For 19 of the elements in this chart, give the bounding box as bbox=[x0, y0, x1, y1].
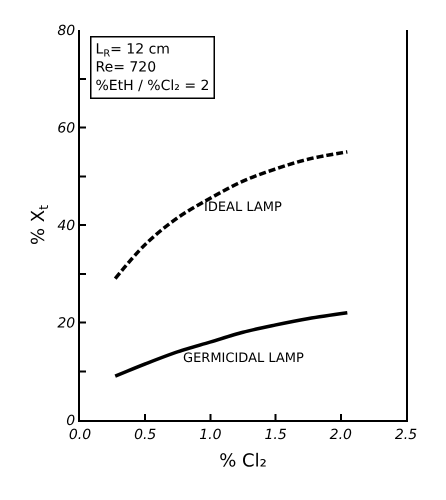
annotation: Re= 720 bbox=[96, 60, 156, 76]
line-series bbox=[113, 150, 350, 280]
x-tick-label: 1.0 bbox=[199, 426, 222, 443]
x-axis-title: % Cl₂ bbox=[219, 450, 267, 472]
annotation: L$_{R}$= 12 cm bbox=[96, 42, 170, 60]
x-tick-label: 2.0 bbox=[330, 426, 352, 443]
line-series bbox=[113, 311, 350, 378]
series-label: GERMICIDAL LAMP bbox=[183, 351, 304, 366]
x-tick-label: 0.0 bbox=[68, 426, 92, 443]
annotation: %EtH / %Cl₂ = 2 bbox=[96, 78, 210, 94]
y-tick-label: 40 bbox=[57, 218, 76, 234]
series-label: IDEAL LAMP bbox=[204, 200, 282, 215]
x-tick-label: 0.5 bbox=[134, 426, 156, 443]
y-tick-label: 0 bbox=[66, 412, 76, 429]
x-tick-label: 1.5 bbox=[264, 426, 287, 443]
x-tick-label: 2.5 bbox=[394, 426, 418, 443]
y-tick-label: 20 bbox=[57, 315, 76, 332]
y-tick-label: 60 bbox=[57, 120, 76, 136]
y-tick-label: 80 bbox=[57, 22, 76, 39]
